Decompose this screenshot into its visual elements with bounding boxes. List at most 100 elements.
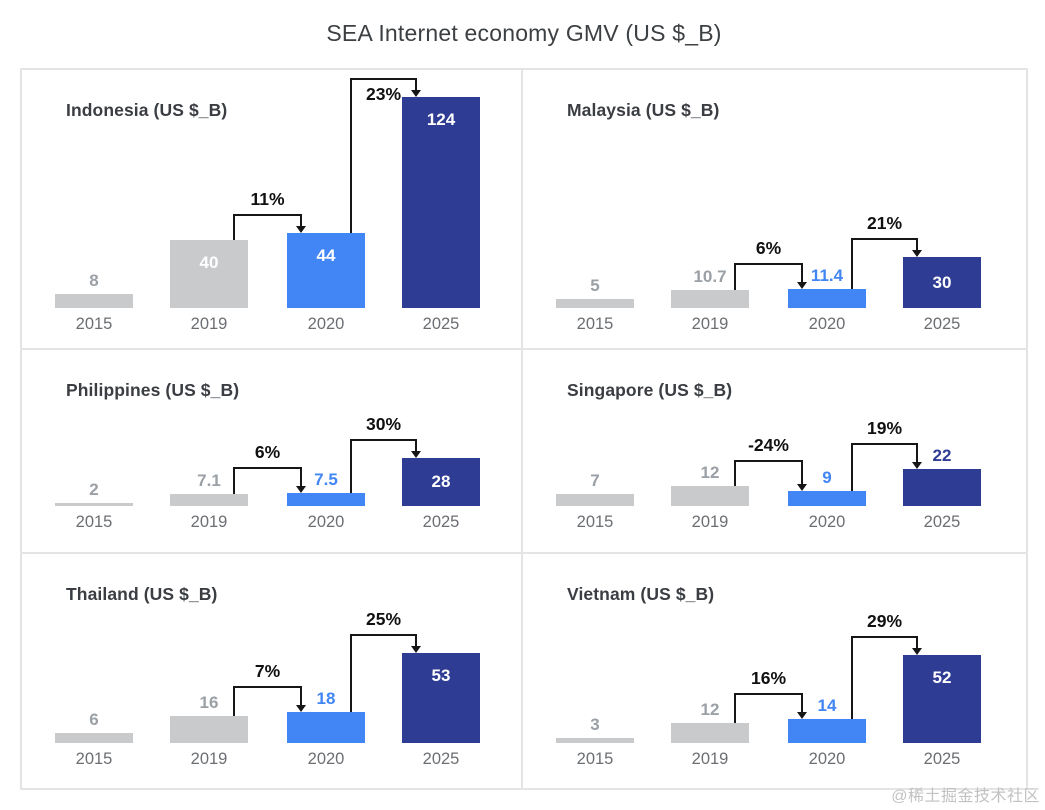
bar-value-label: 5	[590, 276, 600, 295]
bar-value-label: 124	[426, 110, 456, 129]
growth-arrow-src-leg	[350, 78, 352, 233]
panel-title: Singapore (US $_B)	[567, 380, 733, 400]
bar-value-label: 7	[590, 471, 600, 490]
bar-2019	[170, 240, 248, 308]
panel-title: Indonesia (US $_B)	[66, 100, 228, 120]
bar-value-label: 40	[199, 253, 219, 272]
growth-arrowhead	[411, 646, 421, 653]
panel-title: Thailand (US $_B)	[66, 584, 218, 604]
category-label-2015: 2015	[75, 513, 113, 531]
growth-arrow-hline	[734, 263, 803, 265]
growth-label: 30%	[365, 414, 402, 434]
growth-label: 23%	[365, 84, 402, 104]
growth-arrowhead	[797, 712, 807, 719]
panel-title: Vietnam (US $_B)	[567, 584, 715, 604]
bar-value-label: 12	[700, 463, 720, 482]
bar-2025	[402, 97, 480, 308]
category-label-2015: 2015	[576, 513, 614, 531]
bar-2025	[903, 469, 981, 506]
bar-2020	[788, 719, 866, 743]
bar-2020	[287, 233, 365, 308]
chart-title: SEA Internet economy GMV (US $_B)	[326, 20, 722, 46]
growth-arrow-dst-leg	[801, 263, 803, 284]
bar-2019	[170, 494, 248, 506]
bar-value-label: 52	[932, 668, 952, 687]
growth-arrow-dst-leg	[801, 693, 803, 714]
bar-value-label: 6	[89, 710, 99, 729]
bar-2019	[170, 716, 248, 743]
growth-arrow-src-leg	[734, 263, 736, 290]
category-label-2025: 2025	[923, 513, 961, 531]
growth-arrowhead	[797, 282, 807, 289]
bar-value-label: 11.4	[810, 266, 844, 285]
growth-arrowhead	[411, 90, 421, 97]
bar-value-label: 3	[590, 715, 600, 734]
growth-label: 11%	[250, 189, 285, 209]
growth-arrow-src-leg	[851, 443, 853, 491]
growth-arrow-hline	[734, 693, 803, 695]
growth-label: 25%	[365, 609, 402, 629]
growth-arrow-dst-leg	[916, 238, 918, 252]
chart-grid: Indonesia (US $_B) 8 2015 40 2019 44 2020 124 20…	[20, 68, 1028, 790]
growth-arrow-hline	[233, 467, 302, 469]
growth-arrow-src-leg	[851, 636, 853, 719]
category-label-2020: 2020	[808, 315, 846, 333]
growth-arrowhead	[296, 226, 306, 233]
growth-label: 16%	[750, 668, 787, 688]
bar-value-label: 28	[431, 472, 451, 491]
growth-arrowhead	[912, 648, 922, 655]
growth-arrow-src-leg	[233, 214, 235, 240]
bar-2015	[55, 503, 133, 506]
growth-arrow-src-leg	[734, 693, 736, 723]
panel-philippines: Philippines (US $_B) 2 2015 7.1 2019 7.5 2020 2…	[22, 350, 523, 554]
growth-arrow-hline	[233, 214, 302, 216]
panel-malaysia: Malaysia (US $_B) 5 2015 10.7 2019 11.4 2020 30…	[523, 70, 1026, 350]
growth-label: 29%	[866, 611, 903, 631]
panel-singapore: Singapore (US $_B) 7 2015 12 2019 9 2020 22 2025…	[523, 350, 1026, 554]
growth-arrow-hline	[851, 636, 918, 638]
category-label-2015: 2015	[75, 315, 113, 333]
growth-arrow-hline	[350, 78, 417, 80]
growth-label: 6%	[755, 238, 782, 258]
bar-2015	[55, 733, 133, 743]
panel-title: Malaysia (US $_B)	[567, 100, 720, 120]
category-label-2019: 2019	[691, 750, 729, 768]
bar-value-label: 10.7	[693, 267, 727, 286]
category-label-2019: 2019	[190, 315, 228, 333]
bar-value-label: 8	[89, 271, 99, 290]
bar-value-label: 22	[932, 446, 952, 465]
bar-2020	[788, 491, 866, 506]
growth-arrow-dst-leg	[916, 636, 918, 650]
bar-value-label: 2	[89, 480, 99, 499]
panel-title: Philippines (US $_B)	[66, 380, 240, 400]
category-label-2020: 2020	[307, 750, 345, 768]
growth-arrow-hline	[851, 238, 918, 240]
bar-2025	[402, 458, 480, 506]
bar-2020	[287, 493, 365, 506]
bar-value-label: 30	[932, 272, 952, 292]
category-label-2025: 2025	[923, 315, 961, 333]
growth-arrow-dst-leg	[300, 686, 302, 707]
bar-2020	[788, 289, 866, 308]
growth-arrow-dst-leg	[300, 467, 302, 488]
bar-value-label: 14	[817, 696, 837, 715]
growth-arrow-src-leg	[851, 238, 853, 289]
growth-arrowhead	[797, 484, 807, 491]
growth-arrow-hline	[350, 439, 417, 441]
watermark: @稀土掘金技术社区	[891, 788, 1040, 805]
bar-2019	[671, 723, 749, 743]
bar-2015	[556, 494, 634, 506]
growth-arrow-dst-leg	[415, 78, 417, 92]
growth-arrow-hline	[734, 460, 803, 462]
growth-arrow-dst-leg	[415, 634, 417, 648]
category-label-2019: 2019	[190, 750, 228, 768]
growth-arrow-dst-leg	[300, 214, 302, 228]
growth-label: -24%	[748, 435, 789, 455]
bar-2015	[556, 299, 634, 308]
growth-label: 21%	[866, 213, 903, 233]
bar-value-label: 44	[316, 246, 336, 265]
growth-arrowhead	[411, 451, 421, 458]
growth-label: 6%	[254, 442, 281, 462]
growth-arrow-src-leg	[350, 634, 352, 712]
bar-2025	[903, 257, 981, 308]
